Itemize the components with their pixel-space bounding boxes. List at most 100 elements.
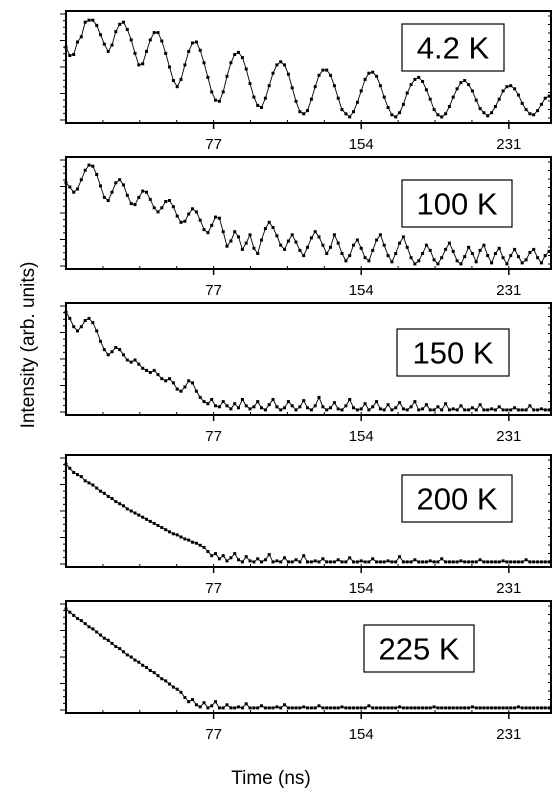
data-point (329, 560, 332, 564)
data-point (221, 230, 225, 234)
data-point (440, 706, 444, 710)
data-point (329, 245, 332, 249)
data-point (306, 406, 309, 410)
data-point (451, 560, 455, 564)
data-point (513, 406, 517, 410)
data-point (240, 398, 244, 401)
x-tick-label: 77 (205, 428, 222, 445)
data-point (294, 99, 298, 103)
data-point (440, 256, 444, 260)
data-point (102, 348, 106, 352)
data-point (340, 560, 344, 564)
data-point (260, 106, 263, 109)
data-point (187, 212, 191, 216)
data-point (114, 346, 118, 349)
data-point (275, 559, 279, 563)
data-point (152, 521, 156, 525)
data-point (214, 700, 217, 704)
data-point (148, 38, 152, 42)
data-point (168, 199, 171, 202)
data-point (329, 73, 332, 77)
data-point (125, 653, 129, 657)
data-point (516, 408, 520, 412)
data-point (513, 87, 517, 91)
data-point (122, 650, 125, 654)
data-point (87, 18, 91, 22)
data-point (141, 515, 145, 519)
data-point (202, 228, 206, 232)
data-point (447, 105, 451, 108)
data-point (191, 41, 194, 45)
data-point (91, 321, 95, 325)
data-point (547, 94, 551, 98)
data-point (64, 181, 68, 185)
data-point (428, 408, 432, 412)
x-axis-title: Time (ns) (231, 768, 311, 789)
data-point (237, 235, 240, 239)
data-point (371, 405, 375, 409)
data-point (171, 685, 175, 689)
data-point (340, 252, 344, 255)
data-point (421, 252, 425, 255)
data-point (436, 405, 440, 409)
data-point (95, 630, 99, 634)
data-point (221, 90, 225, 94)
data-point (95, 23, 99, 27)
data-point (421, 80, 425, 83)
data-point (478, 558, 482, 562)
data-point (524, 558, 528, 562)
data-point (229, 556, 233, 560)
data-point (229, 706, 233, 710)
data-point (344, 404, 348, 408)
data-point (497, 560, 501, 564)
data-point (532, 706, 536, 710)
data-point (125, 193, 129, 197)
data-point (543, 560, 547, 564)
data-point (214, 404, 217, 408)
data-point (229, 407, 233, 411)
data-point (290, 86, 294, 90)
data-point (444, 247, 448, 251)
data-point (145, 665, 148, 669)
data-point (432, 108, 436, 112)
data-point (470, 252, 474, 255)
data-point (348, 556, 352, 560)
data-point (309, 408, 313, 412)
data-point (164, 679, 168, 683)
data-point (398, 555, 402, 559)
data-point (102, 42, 106, 46)
data-point (497, 97, 501, 101)
data-point (187, 700, 191, 704)
data-point (133, 511, 137, 515)
data-point (260, 560, 263, 564)
data-point (217, 99, 221, 103)
data-point (252, 706, 256, 710)
data-point (463, 560, 467, 564)
data-point (118, 647, 122, 651)
data-point (355, 408, 359, 412)
data-point (413, 558, 417, 562)
data-point (401, 235, 405, 239)
data-point (524, 258, 528, 262)
data-point (122, 183, 125, 187)
data-point (524, 408, 528, 412)
data-point (497, 246, 501, 250)
data-point (317, 560, 321, 564)
data-point (532, 408, 536, 412)
data-point (470, 89, 474, 93)
x-tick-label: 231 (496, 282, 521, 299)
data-point (440, 115, 444, 119)
data-point (133, 203, 137, 207)
data-point (543, 96, 547, 100)
data-point (516, 705, 520, 709)
data-point (256, 706, 260, 710)
data-point (509, 408, 513, 412)
data-point (513, 247, 517, 251)
data-point (79, 619, 83, 623)
data-point (359, 407, 363, 411)
data-point (336, 407, 340, 411)
data-point (294, 558, 298, 562)
data-point (191, 540, 194, 544)
data-point (106, 638, 110, 642)
data-point (118, 502, 122, 506)
